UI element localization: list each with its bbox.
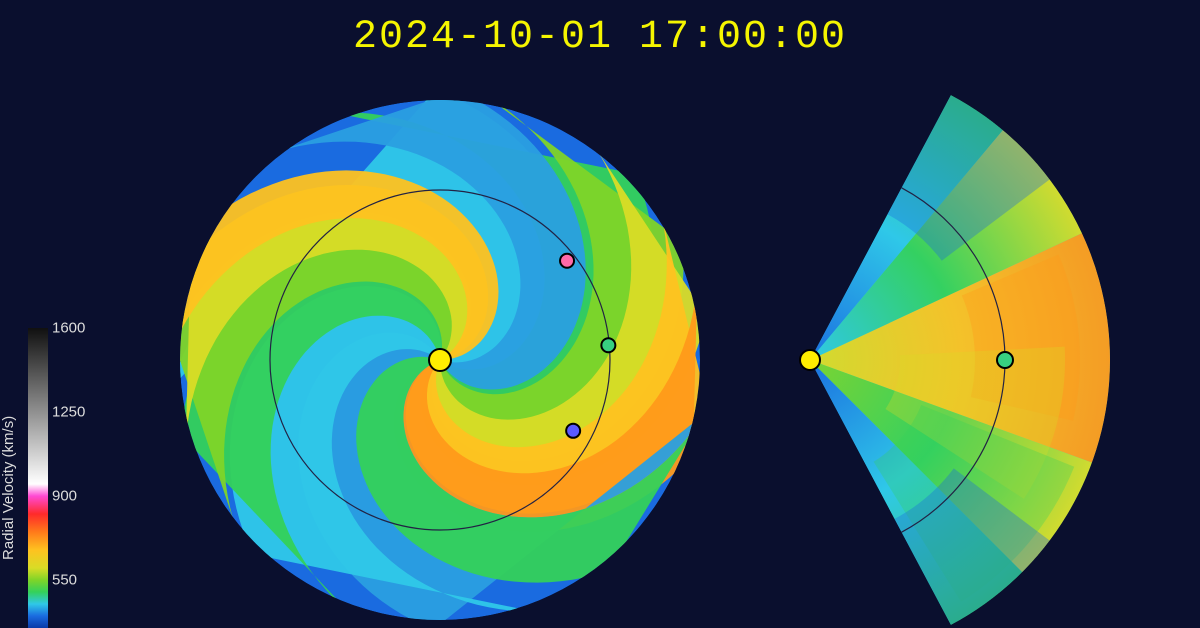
colorbar-tick: 550 [52,572,77,589]
colorbar-gradient [28,328,48,628]
planet-marker [601,338,615,352]
timestamp-title: 2024-10-01 17:00:00 [0,15,1200,60]
colorbar-tick: 1600 [52,320,85,337]
colorbar-tick: 1250 [52,404,85,421]
side-sector-plot [810,80,1112,628]
colorbar: Radial Velocity (km/s) 16001250900550 [10,308,90,628]
colorbar-label: Radial Velocity (km/s) [0,348,20,628]
plots-svg [120,80,1180,628]
chart-container: 2024-10-01 17:00:00 Radial Velocity (km/… [0,0,1200,628]
planet-marker [560,254,574,268]
sun-icon [429,349,451,371]
earth-marker [997,352,1013,368]
chart-area [120,80,1180,620]
sun-icon [800,350,820,370]
colorbar-tick: 900 [52,488,77,505]
planet-marker [566,424,580,438]
